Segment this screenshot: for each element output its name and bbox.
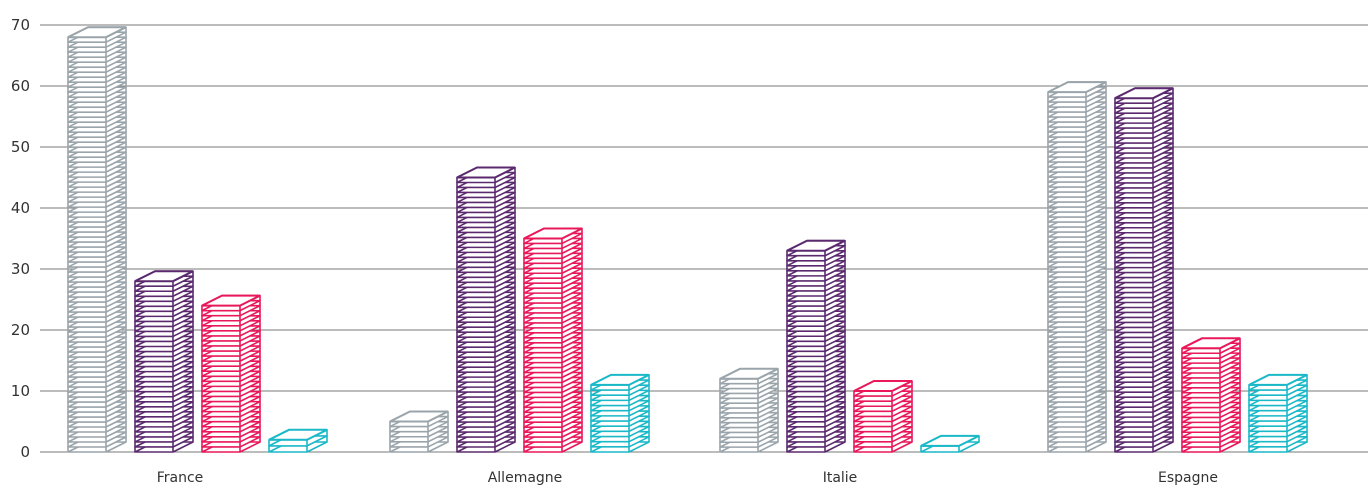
x-category-label: Italie — [823, 470, 858, 486]
bar-espagne-series2 — [1115, 88, 1173, 452]
x-category-label: Espagne — [1158, 470, 1218, 486]
bar-france-series2 — [135, 271, 193, 452]
y-tick-label: 20 — [11, 321, 30, 339]
y-tick-label: 40 — [11, 199, 30, 217]
bars — [68, 27, 1307, 452]
x-category-label: Allemagne — [488, 470, 563, 486]
bar-italie-series2 — [787, 241, 845, 452]
y-tick-label: 0 — [20, 443, 30, 461]
bar-espagne-series1 — [1048, 82, 1106, 452]
y-tick-label: 50 — [11, 138, 30, 156]
y-tick-label: 70 — [11, 16, 30, 34]
bar-allemagne-series2 — [457, 168, 515, 453]
bar-france-series4 — [269, 430, 327, 452]
bar-allemagne-series1 — [390, 412, 448, 453]
bar-france-series3 — [202, 296, 260, 452]
y-tick-label: 30 — [11, 260, 30, 278]
x-axis: France Allemagne Italie Espagne — [157, 470, 1218, 486]
y-axis: 0 10 20 30 40 50 60 70 — [11, 16, 30, 461]
bar-italie-series1 — [720, 369, 778, 452]
bar-france-series1 — [68, 27, 126, 452]
bar-espagne-series4 — [1249, 375, 1307, 452]
bar-italie-series3 — [854, 381, 912, 452]
bar-italie-series4 — [921, 436, 979, 452]
bar-allemagne-series3 — [524, 229, 582, 453]
x-category-label: France — [157, 470, 204, 486]
bar-allemagne-series4 — [591, 375, 649, 452]
y-tick-label: 60 — [11, 77, 30, 95]
bar-espagne-series3 — [1182, 338, 1240, 452]
y-tick-label: 10 — [11, 382, 30, 400]
